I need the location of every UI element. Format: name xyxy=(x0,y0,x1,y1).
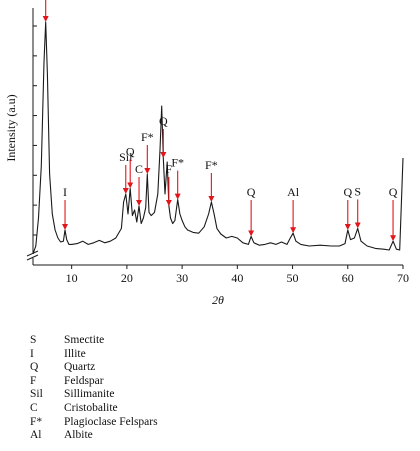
legend-mineral-name: Albite xyxy=(64,429,93,442)
x-tick-label: 10 xyxy=(66,271,78,285)
x-tick-label: 70 xyxy=(397,271,409,285)
x-axis-label: 2θ xyxy=(212,293,224,307)
x-tick-label: 20 xyxy=(121,271,133,285)
legend-mineral-name: Feldspar xyxy=(64,374,104,387)
mineral-legend: S Smectite I Illite Q Quartz F Feldspar Sil Silli… xyxy=(30,334,158,443)
legend-mineral-name: Smectite xyxy=(64,334,105,346)
legend-code: F* xyxy=(30,415,43,428)
peak-label: Al xyxy=(287,185,300,199)
legend-mineral-name: Quartz xyxy=(64,361,96,374)
x-tick-label: 60 xyxy=(342,271,354,285)
legend-code: S xyxy=(30,334,37,346)
legend-row: C Cristobalite xyxy=(30,402,158,416)
axes: 10 20 30 40 50 60 70 xyxy=(26,8,409,285)
legend-mineral-name: Plagioclase Felspars xyxy=(64,415,158,428)
peak-label: Q xyxy=(126,144,135,158)
legend-code: F xyxy=(30,374,37,387)
legend-row: F Feldspar xyxy=(30,375,158,389)
peak-label: S xyxy=(354,184,361,198)
peak-label: F xyxy=(166,162,173,176)
legend-code: Q xyxy=(30,361,39,374)
legend-row: Q Quartz xyxy=(30,361,158,375)
peak-label: F* xyxy=(205,158,218,172)
x-tick-label: 30 xyxy=(176,271,188,285)
xrd-pattern-line xyxy=(32,21,404,255)
peak-label: Q xyxy=(343,185,352,199)
y-axis-label: Intensity (a.u) xyxy=(4,94,18,161)
legend-mineral-name: Sillimanite xyxy=(64,388,115,401)
peak-label: I xyxy=(63,185,67,199)
peak-label: F* xyxy=(171,156,184,170)
peak-label: Sil xyxy=(119,150,133,164)
legend-mineral-name: Cristobalite xyxy=(64,401,118,414)
legend-row: S Smectite xyxy=(30,334,158,348)
peak-label: Q xyxy=(389,185,398,199)
x-tick-label: 50 xyxy=(287,271,299,285)
peak-label: Q xyxy=(247,185,256,199)
peak-label: F* xyxy=(141,130,154,144)
legend-row: Sil Sillimanite xyxy=(30,388,158,402)
legend-row: F* Plagioclase Felspars xyxy=(30,416,158,430)
y-axis-break-mark xyxy=(26,254,39,261)
legend-code: Al xyxy=(30,429,42,442)
legend-code: Sil xyxy=(30,388,43,401)
legend-row: Al Albite xyxy=(30,429,158,443)
peak-label: C xyxy=(135,162,143,176)
peak-label: Q xyxy=(159,114,168,128)
legend-code: I xyxy=(30,347,34,360)
y-axis-break-mark xyxy=(26,250,39,257)
plot-area xyxy=(32,21,404,255)
legend-mineral-name: Illite xyxy=(64,347,86,360)
legend-code: C xyxy=(30,401,38,414)
legend-row: I Illite xyxy=(30,348,158,362)
y-axis-break-gap xyxy=(28,253,38,258)
x-tick-label: 40 xyxy=(231,271,243,285)
